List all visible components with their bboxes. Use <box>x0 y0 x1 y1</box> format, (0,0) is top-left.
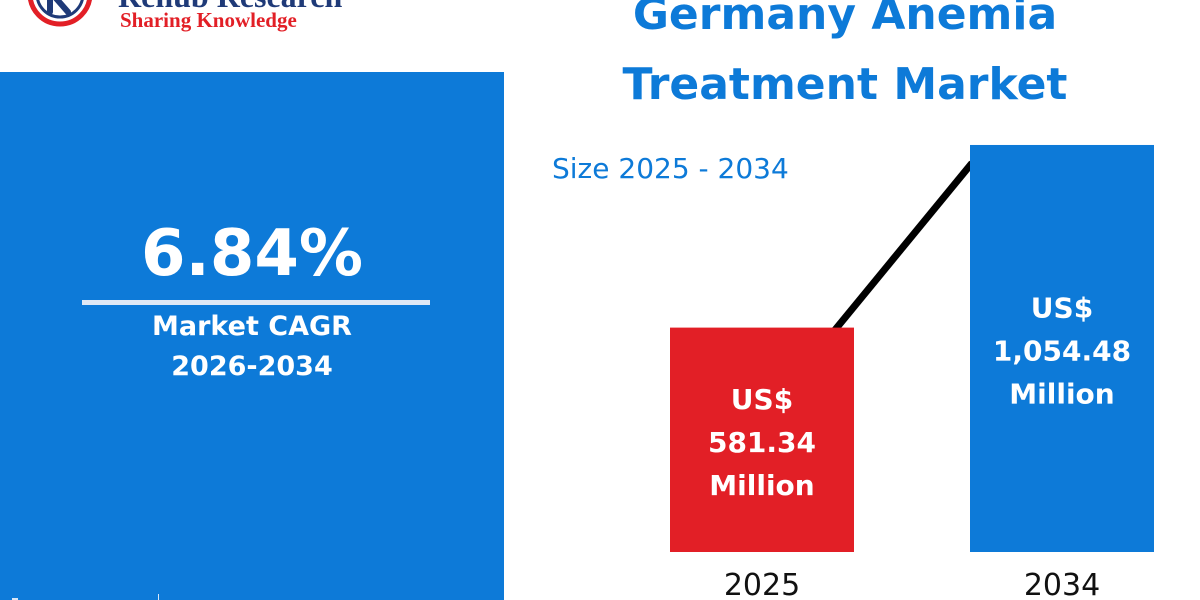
source-note-fragment <box>12 592 162 600</box>
market-size-chart: US$ 581.34 Million 2025 US$ 1,054.48 Million 20… <box>670 144 1154 600</box>
company-logo: Renub Research Sharing Knowledge <box>18 0 418 44</box>
x-tick-label: 2034 <box>1024 568 1100 600</box>
bar-value-label: US$ <box>731 383 793 416</box>
bar-value-label: Million <box>1009 377 1114 410</box>
cagr-value: 6.84% <box>140 217 364 291</box>
cagr-divider <box>82 300 430 305</box>
bar-value-label: Million <box>709 469 814 502</box>
chart-subtitle: Size 2025 - 2034 <box>552 152 789 185</box>
cagr-period: 2026-2034 <box>171 351 333 382</box>
bar-value-label: 1,054.48 <box>993 334 1131 367</box>
bar-2025 <box>670 327 854 552</box>
bar-2034 <box>970 144 1154 553</box>
page-title: Germany Anemia Treatment Market <box>622 0 1068 110</box>
cagr-label: Market CAGR <box>152 311 352 342</box>
trend-line <box>829 160 975 336</box>
logo-tagline: Sharing Knowledge <box>120 8 297 32</box>
bar-value-label: US$ <box>1031 291 1093 324</box>
x-tick-label: 2025 <box>724 568 800 600</box>
renub-logo-icon <box>28 0 92 27</box>
logo-brand-name: Renub Research <box>118 0 342 15</box>
cagr-panel: 6.84% Market CAGR 2026-2034 <box>0 72 504 600</box>
bar-value-label: 581.34 <box>708 426 816 459</box>
